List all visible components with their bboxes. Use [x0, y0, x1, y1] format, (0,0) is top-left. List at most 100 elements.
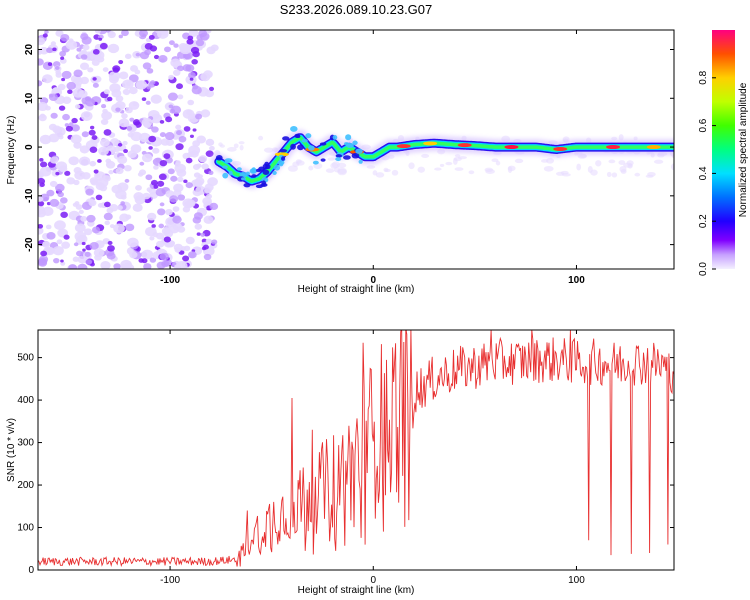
noise-speckle [56, 239, 63, 245]
noise-speckle [189, 134, 194, 138]
ridge-blob [262, 169, 270, 175]
noise-speckle [72, 256, 80, 262]
noise-speckle [125, 223, 135, 232]
noise-speckle [107, 31, 116, 39]
ridge-blob [224, 160, 230, 164]
snr-frame [37, 329, 675, 571]
noise-speckle [97, 159, 102, 163]
noise-speckle [495, 160, 501, 166]
spectrogram-y-tick-label: 20 [24, 44, 35, 56]
noise-speckle [145, 100, 151, 105]
noise-speckle [258, 135, 264, 141]
noise-speckle [38, 58, 44, 66]
noise-speckle [111, 184, 123, 194]
noise-speckle [152, 147, 160, 154]
noise-speckle [57, 191, 64, 198]
colorbar-tick-label: 0.2 [698, 214, 709, 228]
noise-speckle [183, 245, 191, 252]
noise-speckle [64, 170, 71, 176]
noise-speckle [176, 83, 183, 90]
snr-y-tick-label: 400 [17, 395, 34, 406]
noise-speckle [85, 188, 94, 196]
noise-speckle [70, 134, 82, 144]
noise-speckle [177, 194, 186, 201]
noise-speckle [53, 257, 60, 264]
noise-speckle [107, 240, 113, 245]
noise-speckle [71, 117, 78, 124]
noise-speckle [158, 54, 168, 63]
noise-speckle [153, 184, 159, 189]
noise-speckle [143, 263, 152, 269]
noise-speckle [202, 244, 209, 250]
noise-speckle [60, 259, 64, 263]
ridge-blob [228, 170, 233, 176]
noise-speckle [561, 173, 571, 177]
noise-speckle [123, 263, 135, 269]
noise-speckle [184, 53, 191, 60]
noise-speckle [653, 159, 664, 164]
noise-speckle [81, 131, 89, 138]
noise-speckle [97, 203, 104, 208]
spectrogram-y-tick-label: 10 [24, 92, 35, 104]
noise-speckle [164, 228, 171, 234]
noise-speckle [120, 194, 127, 200]
noise-speckle [263, 147, 274, 153]
noise-speckle [209, 86, 215, 91]
noise-speckle [78, 90, 88, 99]
noise-speckle [71, 124, 80, 132]
ridge-blob [222, 165, 228, 169]
noise-speckle [117, 142, 123, 147]
spectrogram-y-axis-label: Frequency (Hz) [6, 116, 17, 185]
noise-speckle [153, 54, 160, 60]
noise-speckle [107, 96, 113, 102]
noise-speckle [39, 182, 45, 187]
noise-speckle [44, 246, 55, 256]
noise-speckle [366, 165, 376, 169]
noise-speckle [39, 134, 52, 145]
noise-speckle [76, 47, 82, 52]
noise-speckle [156, 261, 166, 269]
noise-speckle [194, 223, 203, 230]
noise-speckle [58, 165, 68, 173]
noise-speckle [156, 180, 165, 187]
noise-speckle [89, 125, 95, 130]
noise-speckle [73, 69, 83, 78]
noise-speckle [163, 236, 172, 243]
noise-speckle [200, 109, 211, 118]
noise-speckle [88, 129, 96, 136]
noise-speckle [173, 189, 182, 197]
noise-speckle [139, 30, 148, 38]
noise-speckle [38, 114, 47, 122]
noise-speckle [54, 220, 66, 231]
colorbar-tick-label: 0.0 [698, 262, 709, 276]
noise-speckle [92, 49, 100, 55]
noise-speckle [91, 59, 100, 66]
noise-speckle [619, 165, 627, 173]
spectrogram-x-tick-label: 0 [370, 275, 376, 286]
ridge-blob [243, 183, 251, 188]
noise-speckle [327, 157, 336, 161]
noise-speckle [514, 158, 524, 164]
noise-speckle [111, 89, 122, 98]
ridge-blob [222, 172, 229, 179]
noise-speckle [117, 155, 128, 165]
noise-speckle [39, 47, 49, 55]
noise-speckle [129, 251, 138, 259]
noise-speckle [78, 156, 91, 166]
noise-speckle [55, 171, 60, 176]
noise-speckle [115, 167, 124, 175]
ridge-blob [255, 184, 263, 189]
noise-speckle [618, 134, 624, 141]
noise-speckle [192, 50, 200, 58]
noise-speckle [50, 41, 57, 46]
noise-speckle [439, 163, 445, 167]
noise-speckle [330, 162, 338, 169]
noise-speckle [119, 213, 130, 222]
noise-speckle [118, 60, 124, 65]
noise-speckle [68, 122, 74, 127]
snr-x-tick-label: 0 [370, 575, 376, 586]
noise-speckle [49, 180, 58, 188]
noise-speckle [60, 33, 70, 42]
snr-y-tick-label: 200 [17, 480, 34, 491]
noise-speckle [159, 159, 168, 167]
